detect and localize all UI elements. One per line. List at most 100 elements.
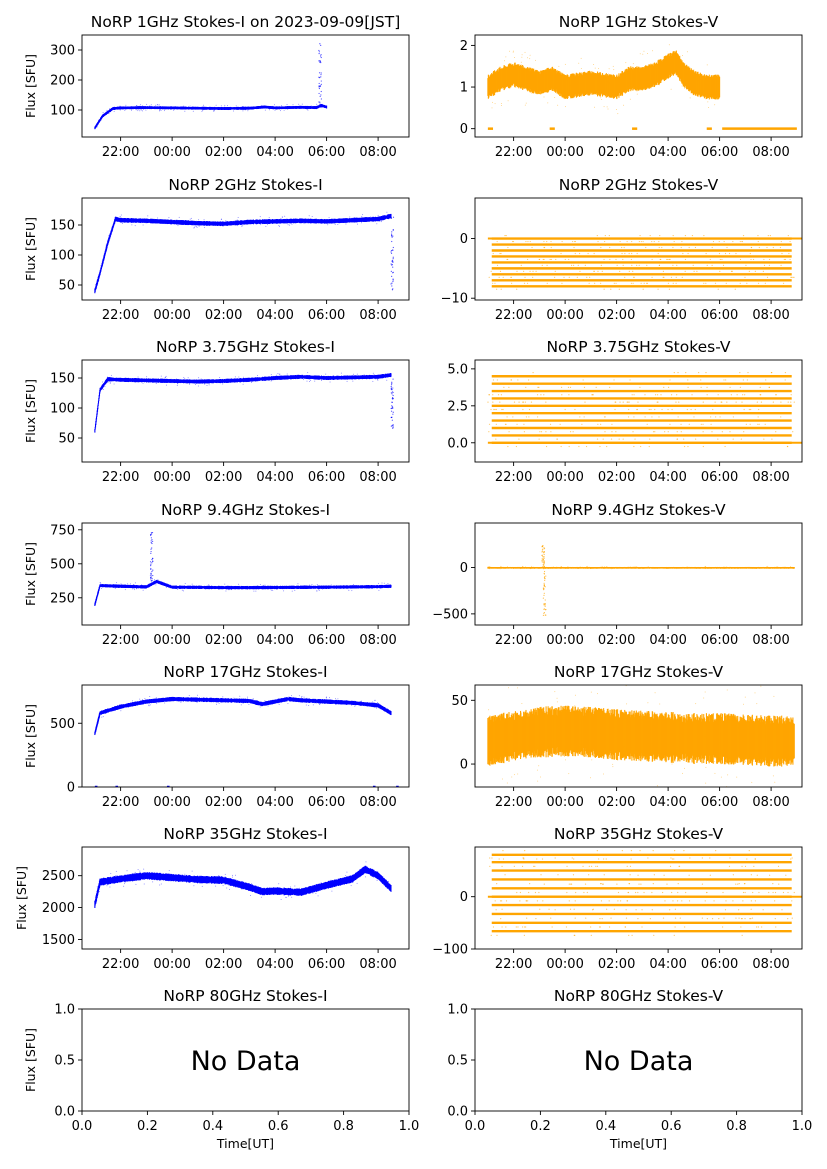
data-point	[711, 264, 713, 267]
data-point	[726, 401, 728, 403]
spike-point	[392, 426, 394, 428]
data-point	[306, 108, 308, 110]
data-point	[172, 379, 174, 381]
data-point	[725, 282, 727, 284]
panel-3: NoRP 2GHz Stokes-V 22:00 00:00 02:00 04:00 06…	[441, 176, 803, 323]
data-point	[739, 258, 742, 261]
data-point	[732, 240, 734, 243]
data-point	[600, 97, 602, 99]
data-point	[530, 91, 532, 93]
data-point	[564, 63, 566, 65]
data-point	[105, 244, 107, 246]
data-point	[747, 371, 749, 374]
data-point	[792, 431, 794, 433]
data-point	[507, 445, 509, 448]
data-point	[96, 126, 98, 128]
data-point	[684, 258, 687, 261]
data-point	[329, 381, 331, 383]
spike-point	[320, 98, 322, 100]
data-point	[234, 376, 236, 378]
data-point	[362, 214, 364, 216]
data-point	[220, 107, 222, 109]
data-point	[130, 109, 132, 111]
data-point	[496, 264, 499, 267]
data-point	[750, 258, 752, 261]
data-point	[646, 52, 648, 54]
data-point	[359, 377, 361, 379]
data-point	[492, 379, 495, 381]
data-point	[242, 110, 244, 112]
data-point	[739, 386, 741, 388]
data-point	[98, 273, 100, 275]
data-point	[625, 62, 627, 64]
data-point	[698, 371, 700, 374]
data-point	[135, 109, 137, 111]
data-point	[160, 375, 162, 377]
x-tick-label: 08:00	[752, 145, 789, 160]
data-point	[622, 401, 624, 403]
data-point	[654, 394, 657, 396]
data-point	[717, 394, 719, 396]
data-point	[103, 259, 105, 261]
data-point	[732, 438, 734, 440]
data-point	[491, 87, 493, 89]
data-point	[582, 379, 584, 381]
data-point	[198, 219, 200, 221]
data-point	[675, 276, 677, 278]
data-point	[640, 282, 642, 284]
data-point	[512, 416, 514, 418]
data-point	[337, 377, 339, 379]
data-point	[130, 106, 132, 108]
x-tick-label: 00:00	[546, 145, 583, 160]
data-point	[731, 270, 733, 272]
data-point	[780, 401, 782, 403]
data-point	[531, 246, 533, 249]
data-point	[209, 380, 211, 382]
data-point	[628, 401, 630, 403]
data-point	[310, 379, 312, 381]
data-point	[224, 104, 226, 106]
data-point	[669, 258, 671, 261]
data-point	[318, 377, 320, 379]
y-tick-label: 100	[50, 249, 75, 264]
data-point	[543, 240, 545, 243]
data-point	[527, 57, 529, 59]
data-point	[113, 383, 115, 385]
data-point	[289, 224, 291, 226]
data-point	[322, 220, 324, 222]
data-point	[607, 89, 609, 91]
data-point	[225, 220, 227, 222]
data-point	[605, 89, 607, 91]
data-point	[787, 234, 789, 237]
x-tick-label: 22:00	[495, 308, 532, 323]
data-point	[157, 379, 159, 381]
data-point	[603, 106, 605, 108]
x-tick-label: 02:00	[598, 470, 635, 485]
data-point	[374, 376, 376, 378]
data-point	[219, 377, 221, 379]
data-point	[736, 394, 738, 396]
data-point	[124, 109, 126, 111]
data-point	[543, 96, 545, 98]
data-point	[618, 288, 620, 290]
data-point	[710, 416, 712, 418]
data-point	[137, 110, 139, 112]
data-point	[603, 288, 605, 290]
data-point	[705, 252, 707, 255]
data-point	[140, 104, 142, 106]
data-point	[573, 264, 575, 267]
data-point	[112, 226, 114, 228]
data-point	[691, 234, 694, 237]
data-point	[787, 401, 789, 403]
data-point	[199, 222, 201, 224]
data-point	[545, 445, 548, 448]
data-point	[633, 416, 635, 418]
x-tick-label: 06:00	[701, 470, 738, 485]
data-point	[748, 408, 750, 411]
data-point	[213, 110, 215, 112]
data-point	[634, 438, 636, 440]
data-point	[546, 282, 548, 284]
data-point	[504, 234, 506, 237]
data-point	[164, 376, 166, 378]
data-point	[310, 105, 312, 107]
